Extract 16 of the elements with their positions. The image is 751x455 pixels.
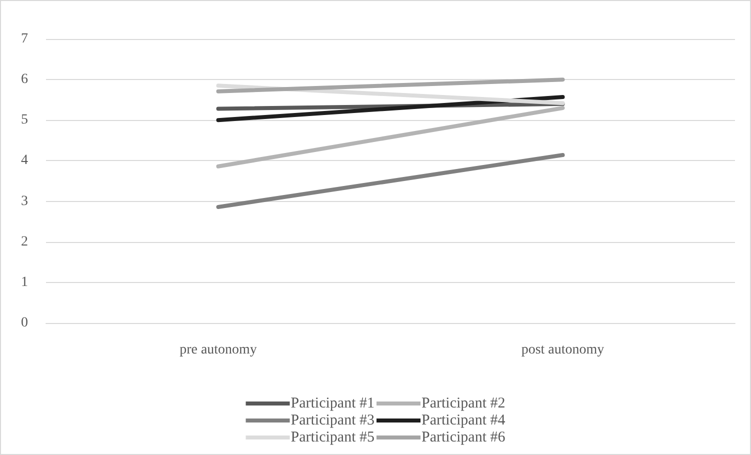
x-tick-label: pre autonomy bbox=[180, 342, 257, 358]
x-tick-label: post autonomy bbox=[521, 342, 604, 358]
y-tick-label: 5 bbox=[21, 112, 28, 128]
legend-label: Participant #2 bbox=[422, 396, 506, 412]
y-tick-label: 6 bbox=[21, 72, 28, 88]
legend-label: Participant #3 bbox=[290, 412, 375, 428]
y-tick-label: 0 bbox=[21, 316, 28, 330]
legend-label: Participant #6 bbox=[422, 430, 506, 446]
y-tick-label: 3 bbox=[21, 194, 28, 209]
legend-label: Participant #5 bbox=[290, 430, 375, 446]
y-tick-label: 7 bbox=[21, 32, 28, 46]
y-tick-label: 4 bbox=[21, 153, 28, 168]
y-tick-label: 2 bbox=[21, 234, 28, 250]
legend-label: Participant #4 bbox=[422, 412, 506, 428]
y-tick-label: 1 bbox=[21, 274, 28, 290]
legend-label: Participant #1 bbox=[290, 396, 375, 412]
